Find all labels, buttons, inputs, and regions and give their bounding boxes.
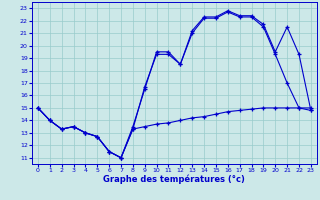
X-axis label: Graphe des températures (°c): Graphe des températures (°c): [103, 175, 245, 184]
